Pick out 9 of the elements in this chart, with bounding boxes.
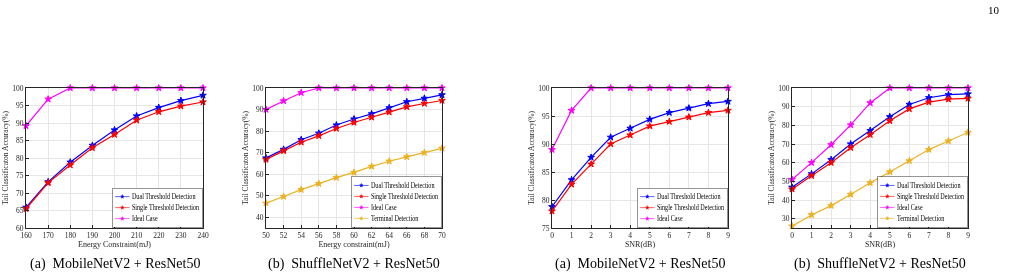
text: (b) ShuffleNetV2 + ResNet50 <box>794 256 966 272</box>
x-axis-title: Energy Constraint(mJ) <box>78 240 152 249</box>
text: 10 <box>988 4 1000 16</box>
x-axis-title: SNR(dB) <box>624 240 656 249</box>
text: (b) ShuffleNetV2 + ResNet50 <box>268 256 440 272</box>
text: (a) MobileNetV2 + ResNet50 <box>555 256 726 272</box>
x-axis-title: SNR(dB) <box>864 240 896 249</box>
text: (a) MobileNetV2 + ResNet50 <box>30 256 201 272</box>
x-axis-title: Energy constraint(mJ) <box>318 240 390 249</box>
